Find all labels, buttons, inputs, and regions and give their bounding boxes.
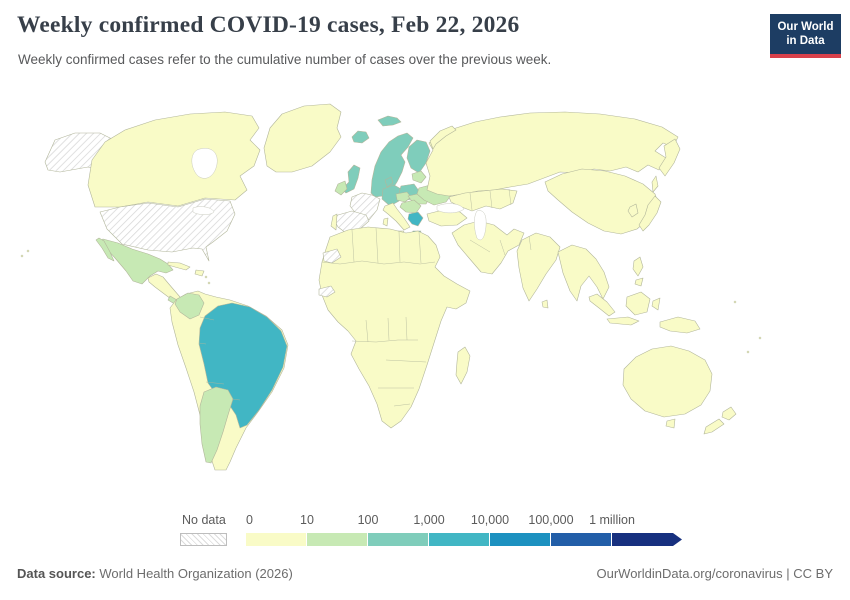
legend-tick-3: 1,000	[413, 513, 445, 527]
legend-tick-5: 100,000	[528, 513, 574, 527]
data-source-label: Data source:	[17, 566, 96, 581]
legend-bin-0[interactable]	[246, 533, 306, 546]
region-sardinia[interactable]	[382, 217, 389, 227]
no-data-swatch[interactable]	[180, 533, 227, 546]
country-colombia[interactable]	[174, 292, 205, 320]
legend-tick-0: 0	[246, 513, 253, 527]
country-korea[interactable]	[627, 203, 639, 218]
region-java[interactable]	[606, 316, 640, 326]
legend-bin-5[interactable]	[551, 533, 611, 546]
country-papua-new-guinea[interactable]	[659, 316, 701, 334]
owid-logo-line1: Our World	[777, 21, 834, 33]
micro-islands	[20, 249, 762, 354]
legend-tick-6: 1 million	[589, 513, 635, 527]
country-borders	[198, 188, 532, 407]
region-sakhalin[interactable]	[651, 175, 659, 193]
region-svalbard[interactable]	[377, 115, 402, 127]
legend-bin-1[interactable]	[307, 533, 367, 546]
data-source: Data source: World Health Organization (…	[17, 566, 293, 581]
legend-bin-6[interactable]	[612, 533, 682, 546]
country-finland[interactable]	[406, 139, 431, 174]
legend-tick-2: 100	[357, 513, 379, 527]
region-africa[interactable]	[318, 226, 471, 429]
country-sri-lanka[interactable]	[541, 299, 549, 309]
country-madagascar[interactable]	[455, 346, 471, 385]
legend-tick-4: 10,000	[470, 513, 510, 527]
country-greenland[interactable]	[263, 103, 342, 173]
legend-tick-labels: 0 10 100 1,000 10,000 100,000 1 million	[246, 513, 691, 530]
region-kamchatka[interactable]	[658, 138, 681, 177]
legend-bin-2[interactable]	[368, 533, 428, 546]
region-baltics[interactable]	[411, 170, 427, 184]
legend-color-bar	[246, 533, 691, 546]
country-japan[interactable]	[638, 195, 662, 232]
legend-no-data: No data	[180, 513, 227, 546]
region-tasmania[interactable]	[665, 418, 676, 429]
country-italy[interactable]	[382, 202, 411, 231]
region-mindanao[interactable]	[634, 277, 644, 287]
region-new-zealand-north[interactable]	[721, 406, 737, 421]
lakes	[191, 148, 487, 241]
region-sulawesi[interactable]	[651, 297, 661, 311]
country-mexico-baja[interactable]	[95, 237, 115, 262]
country-western-sahara[interactable]	[322, 248, 342, 264]
legend-tick-1: 10	[300, 513, 314, 527]
region-sumatra[interactable]	[588, 293, 616, 317]
region-senegal[interactable]	[318, 285, 336, 298]
country-argentina[interactable]	[199, 386, 234, 464]
country-philippines[interactable]	[632, 256, 644, 277]
region-novaya-zemlya[interactable]	[429, 125, 457, 150]
country-india[interactable]	[516, 232, 561, 302]
data-source-text: World Health Organization (2026)	[95, 566, 293, 581]
owid-logo-line2: in Data	[786, 34, 825, 47]
region-southeast-asia[interactable]	[557, 244, 610, 302]
country-greece[interactable]	[407, 211, 424, 227]
country-denmark[interactable]	[384, 176, 394, 188]
country-iceland[interactable]	[351, 130, 370, 144]
license-label: CC BY	[793, 566, 833, 581]
attribution: OurWorldinData.org/coronavirus | CC BY	[596, 566, 833, 581]
country-hispaniola[interactable]	[194, 269, 205, 277]
hudson-bay	[191, 148, 218, 179]
country-ireland[interactable]	[334, 180, 348, 196]
owid-link[interactable]: OurWorldinData.org/coronavirus	[596, 566, 783, 581]
legend-bin-3[interactable]	[429, 533, 489, 546]
world-map	[0, 88, 850, 512]
country-australia[interactable]	[622, 345, 713, 418]
country-cuba[interactable]	[167, 261, 191, 271]
attribution-separator: |	[782, 566, 794, 581]
country-mexico[interactable]	[99, 238, 174, 285]
black-sea	[436, 203, 465, 214]
region-new-zealand-south[interactable]	[703, 418, 725, 435]
caspian-sea	[474, 210, 487, 241]
region-czechia-austria[interactable]	[395, 191, 412, 203]
country-portugal[interactable]	[330, 213, 338, 231]
country-canada[interactable]	[87, 111, 261, 208]
page-title: Weekly confirmed COVID-19 cases, Feb 22,…	[17, 12, 520, 38]
world-map-svg	[20, 103, 762, 471]
legend-scale: 0 10 100 1,000 10,000 100,000 1 million	[246, 513, 691, 546]
page-subtitle: Weekly confirmed cases refer to the cumu…	[18, 52, 552, 67]
owid-logo[interactable]: Our World in Data	[770, 14, 841, 58]
chart-footer: Data source: World Health Organization (…	[17, 566, 833, 581]
country-germany[interactable]	[381, 184, 402, 207]
great-lakes	[192, 206, 215, 215]
region-borneo[interactable]	[625, 291, 651, 316]
region-middle-east[interactable]	[451, 220, 525, 275]
legend-bin-4[interactable]	[490, 533, 550, 546]
no-data-label: No data	[182, 513, 226, 527]
